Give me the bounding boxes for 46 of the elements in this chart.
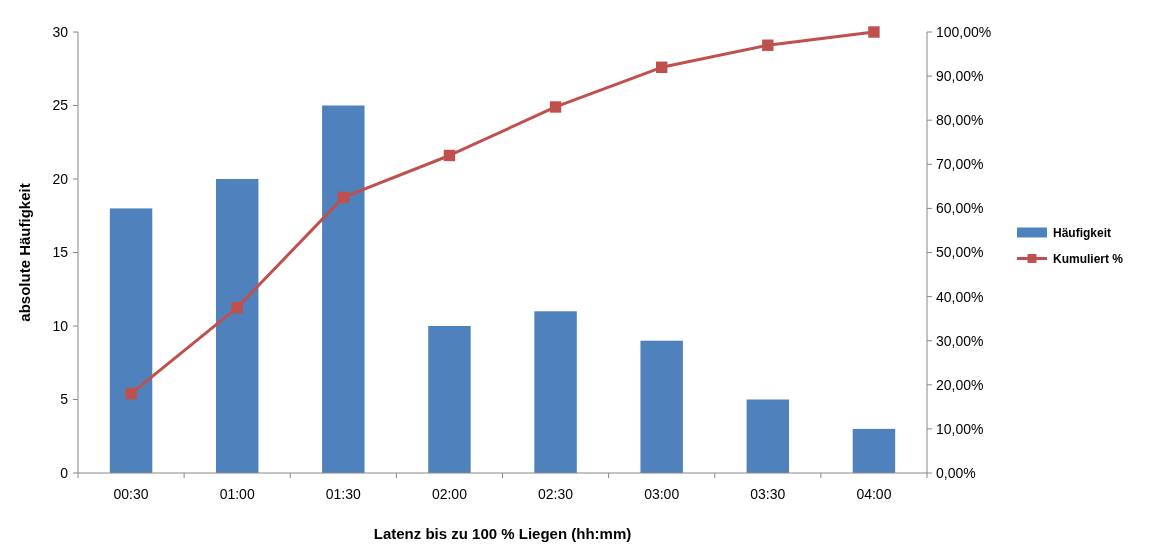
point: [868, 26, 880, 38]
x-tick-label: 00:30: [113, 486, 149, 502]
bar: [109, 208, 153, 473]
bar: [852, 428, 896, 473]
x-tick-label: 02:00: [431, 486, 468, 502]
point: [655, 61, 668, 73]
point: [762, 39, 774, 51]
y-tick-label: 0: [60, 464, 69, 481]
x-axis-title: Latenz bis zu 100 % Liegen (hh:mm): [373, 525, 632, 542]
legend-label: Kumuliert %: [1053, 251, 1124, 266]
bar: [322, 105, 365, 473]
y2-tick-label: 90,00%: [936, 68, 984, 84]
x-tick-label: 04:00: [856, 486, 892, 502]
x-tick-label: 02:30: [538, 486, 574, 502]
y2-tick-label: 30,00%: [936, 332, 984, 349]
bar: [428, 326, 471, 473]
x-tick-label: 01:30: [325, 486, 362, 502]
y2-tick-label: 50,00%: [936, 244, 984, 261]
y-tick-label: 25: [52, 97, 69, 114]
point: [125, 387, 137, 400]
y2-tick-label: 10,00%: [936, 420, 984, 437]
y-tick-label: 30: [52, 23, 69, 40]
y2-tick-label: 40,00%: [936, 288, 984, 305]
point: [337, 191, 350, 204]
y2-tick-label: 60,00%: [936, 200, 984, 217]
x-tick-label: 01:00: [219, 486, 255, 502]
y2-tick-label: 70,00%: [936, 156, 984, 173]
y-tick-label: 15: [52, 244, 69, 261]
y-tick-label: 20: [52, 170, 69, 187]
x-tick-label: 03:30: [750, 486, 786, 502]
bar: [534, 311, 577, 473]
y2-tick-label: 20,00%: [936, 376, 984, 393]
x-tick-label: 03:00: [644, 486, 680, 502]
y-axis-title: absolute Häufigkeit: [16, 183, 33, 322]
point: [443, 149, 456, 162]
y2-tick-label: 80,00%: [936, 112, 984, 129]
y-tick-label: 10: [52, 317, 69, 334]
legend-label: Häufigkeit: [1053, 225, 1112, 240]
point: [549, 101, 562, 113]
bar: [640, 340, 683, 473]
point: [231, 301, 243, 314]
bar: [746, 399, 790, 473]
y2-tick-label: 0,00%: [936, 464, 976, 481]
y2-tick-label: 100,00%: [936, 23, 992, 40]
bar: [215, 179, 259, 473]
y-tick-label: 5: [60, 391, 69, 408]
